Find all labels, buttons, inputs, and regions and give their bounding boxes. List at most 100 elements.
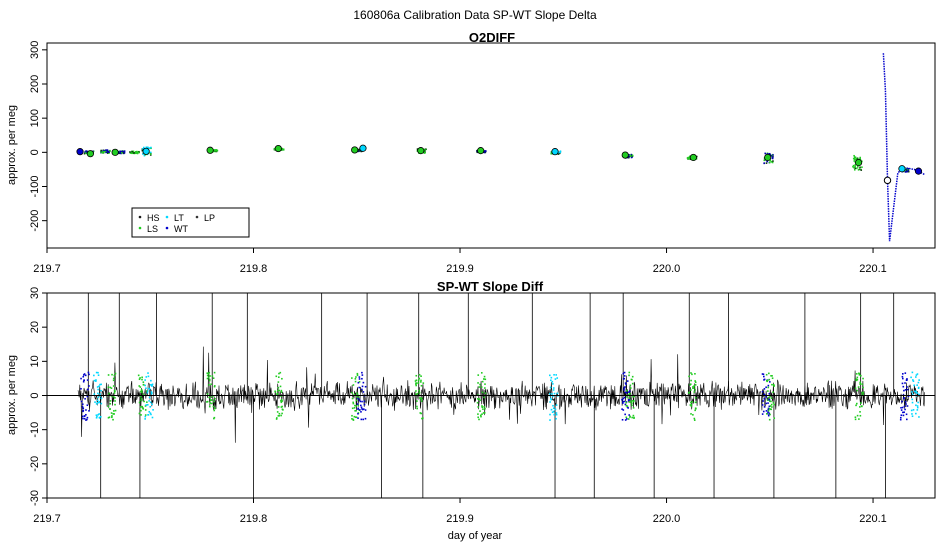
band-point: [693, 391, 696, 393]
band-point: [361, 388, 363, 391]
data-point: [282, 149, 285, 151]
band-point: [915, 412, 917, 415]
band-point: [108, 392, 110, 395]
band-point: [549, 413, 551, 416]
band-point: [416, 392, 419, 395]
band-point: [148, 388, 151, 390]
band-point: [149, 401, 152, 404]
band-point: [140, 395, 142, 398]
band-point: [280, 414, 282, 417]
band-point: [356, 374, 359, 377]
band-point: [96, 415, 98, 418]
band-point: [145, 376, 148, 378]
band-point: [690, 403, 693, 406]
band-point: [114, 403, 116, 406]
band-point: [93, 374, 95, 377]
slope-diff-panel: SP-WT Slope Diff approx. per meg day of …: [6, 279, 936, 542]
band-point: [351, 397, 354, 400]
band-point: [627, 407, 629, 409]
band-point: [911, 413, 913, 415]
band-point: [415, 374, 418, 377]
band-point: [364, 417, 367, 420]
data-point: [105, 150, 108, 152]
data-point: [859, 157, 861, 160]
band-point: [694, 380, 696, 382]
band-point: [83, 417, 86, 420]
data-point: [687, 158, 690, 160]
band-point: [151, 384, 153, 387]
band-point: [484, 378, 487, 381]
band-point: [275, 418, 278, 420]
band-point: [351, 392, 353, 394]
band-point: [767, 411, 769, 413]
band-point: [904, 382, 906, 384]
band-point: [628, 393, 630, 396]
band-point: [628, 392, 631, 395]
band-point: [95, 379, 97, 381]
band-point: [549, 374, 551, 377]
band-point: [622, 409, 625, 411]
band-point: [694, 372, 696, 375]
data-point: [215, 150, 218, 152]
band-point: [86, 379, 89, 381]
band-point: [99, 415, 102, 418]
band-point: [93, 379, 96, 382]
band-point: [917, 387, 920, 390]
band-point: [85, 419, 87, 421]
band-point: [549, 392, 551, 395]
data-point: [119, 152, 122, 154]
data-point: [859, 156, 861, 159]
data-point: [142, 148, 144, 150]
band-point: [770, 375, 772, 377]
band-point: [911, 415, 914, 418]
band-point: [95, 403, 98, 405]
band-point: [767, 390, 769, 392]
marker-band: [765, 372, 776, 421]
data-point: [135, 150, 137, 153]
band-point: [97, 413, 99, 416]
band-point: [628, 390, 631, 393]
y-tick-label: -100: [29, 175, 41, 197]
data-point: [763, 162, 766, 164]
data-point: [423, 151, 425, 153]
band-point: [765, 373, 768, 376]
band-point: [147, 414, 149, 416]
band-point: [772, 401, 775, 404]
band-point: [362, 391, 365, 393]
data-point: [84, 152, 87, 154]
band-point: [902, 411, 904, 414]
band-point: [114, 396, 116, 399]
band-point: [150, 391, 153, 393]
data-point: [861, 166, 863, 168]
band-point: [627, 399, 630, 401]
band-point: [97, 388, 99, 391]
data-point: [628, 156, 630, 159]
band-point: [357, 404, 360, 406]
band-point: [915, 376, 917, 378]
band-point: [206, 372, 209, 374]
band-point: [691, 400, 694, 403]
band-point: [912, 380, 915, 383]
band-point: [208, 384, 210, 386]
band-point: [690, 389, 692, 391]
band-point: [482, 408, 484, 410]
band-point: [144, 414, 147, 416]
data-point: [907, 170, 910, 173]
band-point: [860, 374, 862, 377]
band-point: [858, 374, 861, 376]
band-point: [422, 417, 424, 419]
band-point: [358, 376, 361, 378]
band-point: [87, 388, 89, 391]
data-point: [550, 152, 553, 155]
band-point: [99, 383, 101, 386]
band-point: [281, 400, 284, 402]
band-point: [207, 376, 210, 379]
data-point: [133, 152, 135, 154]
data-point: [104, 150, 106, 152]
band-point: [771, 383, 773, 386]
data-point: [416, 148, 419, 150]
band-point: [856, 402, 858, 405]
band-point: [554, 408, 557, 411]
band-point: [97, 396, 100, 399]
